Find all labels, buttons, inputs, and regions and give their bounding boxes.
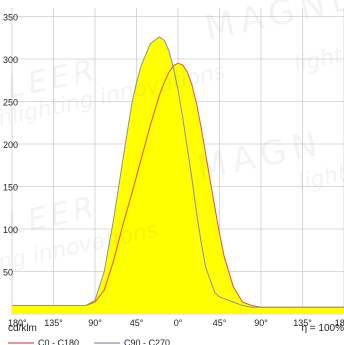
series-line-1	[12, 36, 344, 308]
watermark-text-1: MAGNETIC	[202, 0, 344, 49]
intensity-fill	[12, 36, 344, 315]
legend-label-0: C0 - C180	[38, 338, 79, 345]
y-tick-label-3: 200	[3, 140, 18, 150]
legend: C0 - C180 C90 - C270	[8, 338, 170, 345]
watermark-text-2: light	[292, 43, 344, 78]
chart-fill-area	[12, 36, 344, 315]
y-tick-label-0: 50	[3, 268, 13, 278]
efficiency-label: η = 100%	[301, 323, 344, 334]
y-tick-label-5: 300	[3, 55, 18, 65]
y-tick-label-6: 350	[3, 13, 18, 23]
y-tick-label-4: 250	[3, 98, 18, 108]
series-lines	[12, 36, 344, 308]
x-tick-label-5: 45°	[213, 318, 227, 328]
y-axis-tick-labels: 50 100 150 200 250 300 350	[3, 13, 18, 278]
x-tick-label-4: 0°	[174, 318, 183, 328]
x-tick-label-3: 45°	[130, 318, 144, 328]
x-axis-tick-labels: 180° 135° 90° 45° 0° 45° 90° 135° 180°	[8, 318, 344, 328]
series-line-0	[12, 62, 344, 308]
x-tick-label-7: 135°	[293, 318, 312, 328]
x-tick-label-1: 135°	[44, 318, 63, 328]
legend-label-1: C90 - C270	[124, 338, 170, 345]
y-tick-label-2: 150	[3, 183, 18, 193]
x-tick-label-8: 180°	[335, 318, 344, 328]
x-tick-label-0: 180°	[8, 318, 27, 328]
unit-label: cd/klm	[8, 323, 37, 334]
x-tick-label-2: 90°	[88, 318, 102, 328]
y-tick-label-1: 100	[3, 225, 18, 235]
x-tick-label-6: 90°	[254, 318, 268, 328]
